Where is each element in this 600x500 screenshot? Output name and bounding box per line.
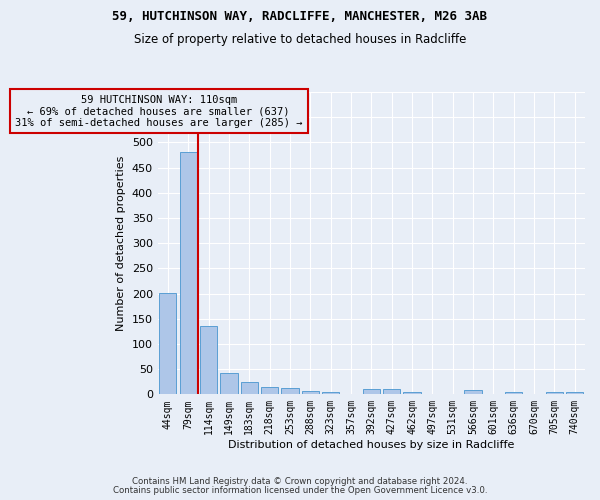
Bar	[159, 293, 176, 394]
Bar	[362, 390, 380, 394]
Y-axis label: Number of detached properties: Number of detached properties	[116, 156, 126, 331]
X-axis label: Distribution of detached houses by size in Radcliffe: Distribution of detached houses by size …	[228, 440, 515, 450]
Text: Contains public sector information licensed under the Open Government Licence v3: Contains public sector information licen…	[113, 486, 487, 495]
Bar	[261, 387, 278, 394]
Bar	[302, 392, 319, 394]
Text: 59 HUTCHINSON WAY: 110sqm
← 69% of detached houses are smaller (637)
31% of semi: 59 HUTCHINSON WAY: 110sqm ← 69% of detac…	[15, 94, 302, 128]
Bar	[464, 390, 482, 394]
Bar	[322, 392, 339, 394]
Bar	[281, 388, 299, 394]
Bar	[200, 326, 217, 394]
Text: Contains HM Land Registry data © Crown copyright and database right 2024.: Contains HM Land Registry data © Crown c…	[132, 477, 468, 486]
Bar	[546, 392, 563, 394]
Bar	[179, 152, 197, 394]
Bar	[220, 372, 238, 394]
Bar	[383, 390, 400, 394]
Bar	[241, 382, 258, 394]
Text: 59, HUTCHINSON WAY, RADCLIFFE, MANCHESTER, M26 3AB: 59, HUTCHINSON WAY, RADCLIFFE, MANCHESTE…	[113, 10, 487, 23]
Text: Size of property relative to detached houses in Radcliffe: Size of property relative to detached ho…	[134, 32, 466, 46]
Bar	[505, 392, 523, 394]
Bar	[566, 392, 583, 394]
Bar	[403, 392, 421, 394]
